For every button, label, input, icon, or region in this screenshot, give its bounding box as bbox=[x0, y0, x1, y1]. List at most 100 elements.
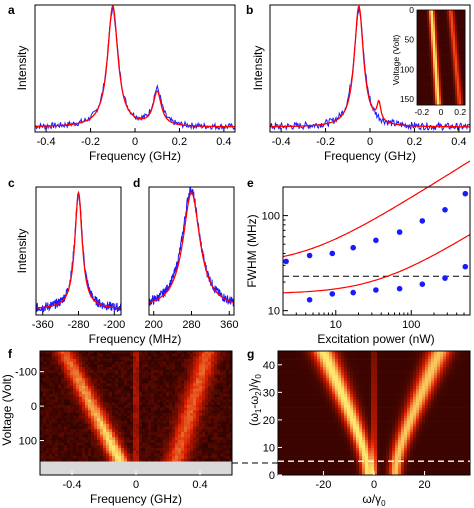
panel-b-inset-cell bbox=[429, 93, 432, 96]
panel-b-inset-cell bbox=[459, 43, 462, 46]
panel-f-cell bbox=[130, 413, 134, 416]
panel-f-cell bbox=[199, 434, 203, 438]
panel-b-inset-cell bbox=[461, 33, 464, 37]
panel-f-cell bbox=[40, 410, 44, 414]
panel-f-cell bbox=[118, 386, 122, 390]
panel-b-inset-cell bbox=[423, 71, 426, 75]
panel-f-cell bbox=[43, 367, 47, 371]
panel-g-cell bbox=[281, 356, 285, 360]
panel-e-point-s1 bbox=[306, 297, 313, 303]
panel-g-cell bbox=[389, 353, 393, 357]
panel-g-cell bbox=[293, 380, 297, 384]
panel-f-cell bbox=[226, 364, 230, 368]
panel-f-cell bbox=[160, 466, 164, 470]
panel-f-cell bbox=[127, 464, 131, 468]
panel-f-cell bbox=[115, 466, 119, 470]
panel-f-cell bbox=[61, 391, 65, 395]
panel-f-cell bbox=[157, 396, 161, 400]
panel-f-cell bbox=[199, 415, 203, 419]
panel-f-cell bbox=[193, 426, 197, 430]
panel-f-cell bbox=[160, 402, 164, 406]
panel-f-cell bbox=[187, 407, 191, 411]
panel-g-cell bbox=[353, 388, 357, 392]
panel-b-series-blue bbox=[270, 7, 470, 132]
panel-g-cell bbox=[344, 380, 348, 384]
panel-f-cell bbox=[40, 458, 44, 462]
panel-b-inset-cell bbox=[441, 40, 444, 44]
panel-g-cell bbox=[356, 386, 360, 390]
panel-b-inset-cell bbox=[427, 90, 430, 94]
panel-g-cell bbox=[311, 359, 315, 363]
panel-g-cell bbox=[374, 351, 378, 354]
panel-f-cell bbox=[196, 407, 200, 411]
panel-f-cell bbox=[139, 429, 143, 433]
panel-f-cell bbox=[139, 442, 143, 446]
panel-b-inset-cell bbox=[449, 26, 452, 30]
panel-b-inset-cell bbox=[463, 100, 466, 103]
panel-g-cell bbox=[338, 356, 342, 360]
panel-f-cell bbox=[91, 396, 95, 400]
panel-g-cell bbox=[416, 375, 420, 379]
panel-b-inset-cell bbox=[441, 74, 444, 77]
panel-b-inset-cell bbox=[453, 97, 456, 101]
panel-b-inset-cell bbox=[423, 38, 426, 42]
panel-f-cell bbox=[148, 437, 152, 441]
panel-f-cell bbox=[61, 404, 65, 408]
panel-g-cell bbox=[314, 386, 318, 390]
panel-f-cell bbox=[70, 421, 74, 425]
panel-f-cell bbox=[148, 394, 152, 398]
panel-b-inset-cell bbox=[425, 24, 428, 27]
panel-g-cell bbox=[380, 359, 384, 363]
panel-f-cell bbox=[205, 450, 209, 454]
panel-f-cell bbox=[202, 356, 206, 360]
panel-g-cell bbox=[332, 361, 336, 365]
panel-f-cell bbox=[64, 413, 68, 416]
panel-b-inset-cell bbox=[455, 14, 458, 18]
panel-f-cell bbox=[220, 367, 224, 371]
panel-f-cell bbox=[196, 442, 200, 446]
panel-e-point-s1 bbox=[462, 263, 469, 270]
panel-f-cell bbox=[160, 388, 164, 392]
panel-g-cell bbox=[434, 367, 438, 371]
panel-g-cell bbox=[386, 351, 390, 354]
panel-f-cell bbox=[136, 415, 140, 419]
panel-b-inset-cell bbox=[423, 100, 426, 103]
panel-f-cell bbox=[160, 394, 164, 398]
panel-b-inset-cell bbox=[427, 102, 430, 106]
panel-f-cell bbox=[154, 448, 158, 452]
panel-g-cell bbox=[383, 359, 387, 363]
panel-b-inset-cell bbox=[431, 29, 434, 32]
panel-f-cell bbox=[196, 410, 200, 414]
panel-f-cell bbox=[91, 380, 95, 384]
panel-b-inset-cell bbox=[445, 38, 448, 42]
panel-f-cell bbox=[223, 418, 227, 422]
panel-f-cell bbox=[127, 404, 131, 408]
panel-g-cell bbox=[395, 361, 399, 365]
panel-f-cell bbox=[178, 418, 182, 422]
panel-f-cell bbox=[208, 359, 212, 363]
panel-f-cell bbox=[184, 356, 188, 360]
panel-b-inset-cell bbox=[417, 59, 420, 63]
panel-f-cell bbox=[85, 410, 89, 414]
panel-b-inset-cell bbox=[445, 31, 448, 35]
panel-f-cell bbox=[148, 445, 152, 449]
panel-b-inset-cell bbox=[455, 36, 458, 39]
panel-f-cell bbox=[169, 415, 173, 419]
panel-f-cell bbox=[148, 426, 152, 430]
panel-g-cell bbox=[467, 353, 471, 357]
panel-f-cell bbox=[223, 394, 227, 398]
panel-f-cell bbox=[106, 413, 110, 416]
panel-f-cell bbox=[79, 380, 83, 384]
panel-f-cell bbox=[166, 383, 170, 387]
panel-f-cell bbox=[73, 423, 77, 427]
panel-f-cell bbox=[223, 421, 227, 425]
panel-f-cell bbox=[118, 421, 122, 425]
panel-f-cell bbox=[85, 423, 89, 427]
panel-f-cell bbox=[142, 367, 146, 371]
panel-f-cell bbox=[133, 394, 137, 398]
panel-f-xlabel: Frequency (GHz) bbox=[90, 492, 182, 506]
panel-b-inset-cell bbox=[421, 19, 424, 23]
panel-g-cell bbox=[332, 386, 336, 390]
panel-f-cell bbox=[79, 359, 83, 363]
panel-f-cell bbox=[43, 413, 47, 416]
